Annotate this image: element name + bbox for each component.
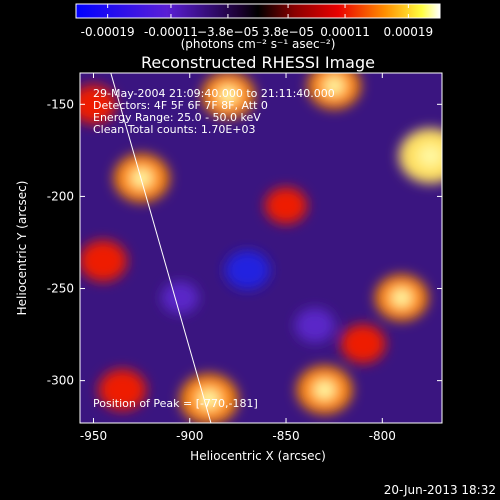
y-tick-label: -300 <box>47 374 74 388</box>
annotation-clean-counts: Clean Total counts: 1.70E+03 <box>93 123 256 136</box>
x-tick-label: -900 <box>176 429 203 443</box>
heatmap-blob-core <box>323 76 345 96</box>
colorbar <box>75 3 441 19</box>
colorbar-tick-label: -0.00011 <box>144 25 198 39</box>
heatmap-background <box>80 73 442 423</box>
heatmap-blob-core <box>418 144 442 167</box>
y-tick-label: -200 <box>47 189 74 203</box>
annotation-energy-range: Energy Range: 25.0 - 50.0 keV <box>93 111 261 124</box>
colorbar-units-label: (photons cm⁻² s⁻¹ asec⁻²) <box>181 37 336 51</box>
heatmap-blob-core <box>197 388 221 410</box>
heatmap-blob <box>340 324 386 364</box>
y-tick-label: -250 <box>47 282 74 296</box>
heatmap-blob <box>80 84 116 124</box>
heatmap-blob <box>264 187 308 225</box>
x-axis-label: Heliocentric X (arcsec) <box>190 449 326 463</box>
heatmap-blob-core <box>391 288 412 307</box>
heatmap-blob-core <box>130 168 153 188</box>
solar-limb-line <box>110 73 212 423</box>
colorbar-tick-label: 0.00011 <box>320 25 370 39</box>
heatmap-area <box>80 73 442 423</box>
plot-frame <box>79 72 443 424</box>
colorbar-ticks: -0.00019 -0.00011 −3.8e−05 3.8e−05 0.00011 0.… <box>81 4 433 39</box>
colorbar-tick-label: 0.00019 <box>384 25 434 39</box>
x-tick-label: -800 <box>369 429 396 443</box>
colorbar-tick-label: −3.8e−05 <box>197 25 259 39</box>
annotation-time-range: 29-May-2004 21:09:40.000 to 21:11:40.000 <box>93 87 335 100</box>
x-tick-label: -850 <box>272 429 299 443</box>
y-axis-label: Heliocentric Y (arcsec) <box>15 181 29 316</box>
annotation-detectors: Detectors: 4F 5F 6F 7F 8F, Att 0 <box>93 99 268 112</box>
y-tick-label: -150 <box>47 97 74 111</box>
heatmap-blobs <box>80 73 442 423</box>
peak-position-label: Position of Peak = [-770,-181] <box>93 397 258 410</box>
colorbar-tick-label: -0.00019 <box>81 25 135 39</box>
x-tick-label: -950 <box>80 429 107 443</box>
heatmap-blob <box>225 250 271 290</box>
y-axis-ticks: -150 -200 -250 -300 <box>47 97 442 388</box>
chart-title: Reconstructed RHESSI Image <box>141 53 375 72</box>
heatmap-blob <box>295 308 335 343</box>
heatmap-blob-core <box>313 380 336 400</box>
footer-timestamp: 20-Jun-2013 18:32 <box>384 483 496 497</box>
heatmap-blob <box>161 281 199 314</box>
heatmap-blob-core <box>217 85 239 105</box>
colorbar-tick-label: 3.8e−05 <box>262 25 314 39</box>
heatmap-blob <box>98 369 147 411</box>
annotation-block: 29-May-2004 21:09:40.000 to 21:11:40.000… <box>93 87 335 136</box>
heatmap-blob <box>80 240 127 282</box>
x-axis-ticks: -950 -900 -850 -800 <box>80 73 396 443</box>
